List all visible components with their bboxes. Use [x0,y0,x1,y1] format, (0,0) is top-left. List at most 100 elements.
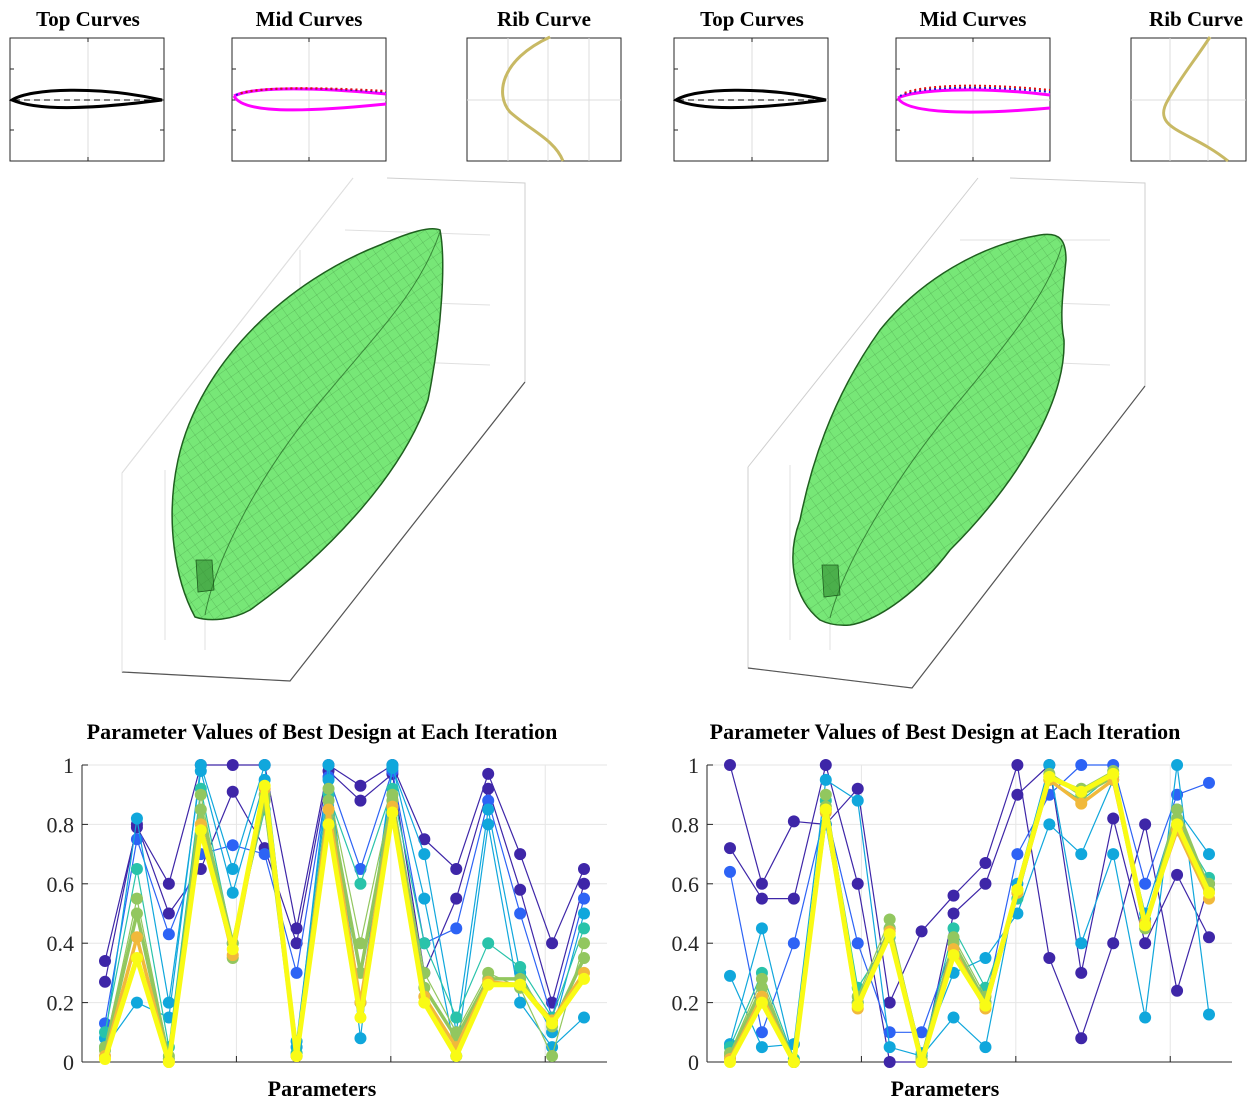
data-point [1139,919,1152,932]
right-mid-curves-grid [896,38,1050,161]
data-point [1011,848,1024,861]
data-point [851,782,864,795]
data-point [1075,966,1088,979]
left-mid-curves-grid [232,38,386,161]
data-point [1011,759,1024,771]
data-point [947,889,960,902]
data-point [947,949,960,962]
data-point [1075,1032,1088,1045]
data-point [1171,803,1184,816]
data-point [418,848,431,861]
data-point [1203,776,1215,789]
data-point [322,803,335,816]
y-tick-label: 0.4 [47,931,75,956]
data-point [418,996,431,1009]
data-point [851,877,864,890]
y-tick-label: 0 [63,1050,74,1075]
data-point [578,1011,590,1024]
data-point [258,759,271,771]
data-point [194,788,207,801]
data-point [578,972,590,985]
y-tick-label: 1 [63,753,74,778]
left-3d-floor-axis [121,381,526,682]
data-point [578,937,590,950]
data-point [386,759,399,771]
data-point [851,999,864,1012]
data-point [482,937,495,950]
data-point [1043,759,1056,771]
left-mid-curves-lower [232,95,387,112]
data-point [450,892,463,905]
data-point [819,803,832,816]
data-point [1107,937,1120,950]
data-point [851,794,864,807]
left-hull-view [121,177,526,682]
data-point [1075,848,1088,861]
data-point [883,1056,896,1068]
data-point [450,862,463,875]
data-point [1203,931,1215,944]
data-point [226,839,239,852]
data-point [979,857,992,870]
data-point [290,937,303,950]
data-point [1043,770,1056,783]
data-point [1075,797,1088,810]
data-point [755,892,768,905]
data-point [947,1011,960,1024]
data-point [130,996,143,1009]
y-tick-label: 0.2 [672,991,700,1016]
data-point [883,928,896,941]
data-point [290,966,303,979]
data-point [482,767,495,780]
data-point [546,1017,559,1030]
data-point [578,922,590,935]
right-mid-curves-dotted [899,86,1051,97]
series [724,759,1215,1045]
data-point [578,862,590,875]
series-line [727,771,1212,1065]
data-point [883,1026,896,1039]
data-point [322,759,335,771]
series-line [729,764,1210,1057]
data-point [1203,848,1215,861]
data-point [724,842,736,855]
data-point [979,952,992,965]
data-point [226,862,239,875]
data-point [819,759,832,771]
series [724,767,1215,1068]
data-point [1075,785,1088,798]
data-point [130,952,143,965]
data-point [386,806,399,819]
data-point [322,782,335,795]
left-chart-xlabel: Parameters [268,1076,377,1101]
data-point [1075,759,1088,771]
data-point [1107,767,1120,780]
series-line [104,788,585,1054]
data-point [354,1011,367,1024]
left-top-curves-outline [8,88,163,110]
data-point [1107,812,1120,825]
data-point [162,877,175,890]
data-point [851,937,864,950]
data-point [755,877,768,890]
data-point [578,907,590,920]
data-point [226,759,239,771]
series-line [729,764,1210,1063]
data-point [1171,868,1184,881]
data-point [482,978,495,991]
right-mid-curves-lower [896,97,1051,114]
left-rib-curve-title: Rib Curve [497,7,591,31]
data-point [482,794,495,807]
data-point [482,782,495,795]
data-point [162,996,175,1009]
data-point [1011,883,1024,896]
data-point [130,812,143,825]
right-rib-curve-line [1162,36,1229,163]
data-point [322,773,335,786]
data-point [724,865,736,878]
data-point [418,833,431,846]
left-rib-curve-grid [467,38,621,161]
data-point [354,937,367,950]
data-point [578,892,590,905]
